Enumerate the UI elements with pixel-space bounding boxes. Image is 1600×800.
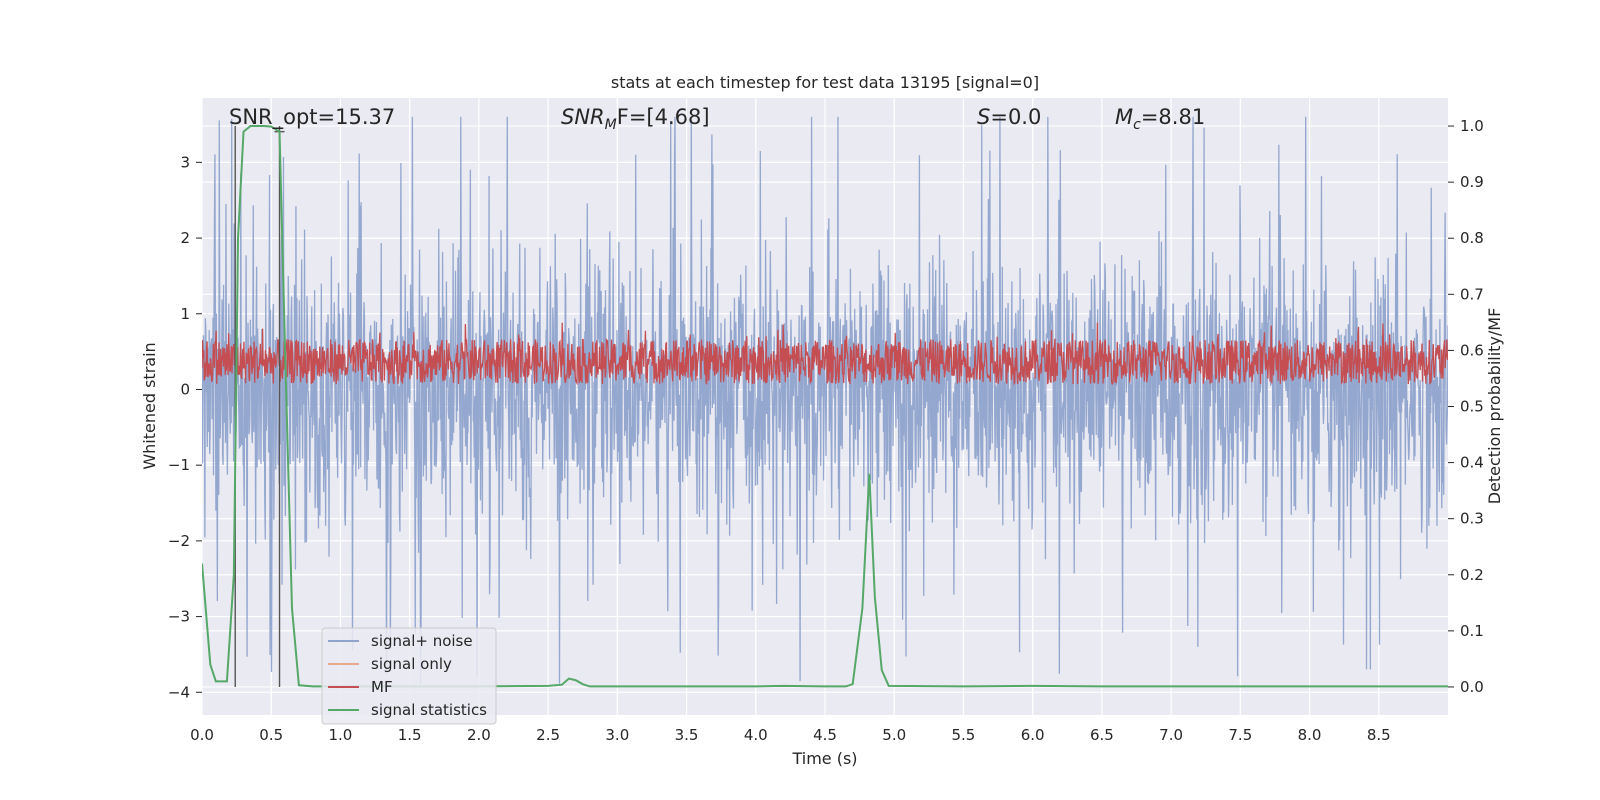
legend-label-signal-statistics: signal statistics (371, 701, 487, 719)
y-tick-label-right: 0.5 (1460, 398, 1484, 416)
x-tick-label: 2.0 (467, 726, 491, 744)
series-mf-line (202, 322, 1448, 386)
legend: signal+ noise signal only MF signal stat… (321, 627, 497, 725)
y-tick-label-right: 0.7 (1460, 285, 1484, 303)
annotation-snr-mf: SNRMF=[4.68] (561, 105, 710, 133)
series-signal-statistics-line (202, 125, 1448, 688)
annotation-snr-mf-rest: F=[4.68] (617, 105, 710, 129)
y-tick-label-left: −4 (168, 683, 190, 701)
series-signal-noise-line (202, 116, 1448, 685)
x-tick-label: 0.5 (259, 726, 283, 744)
x-tick-label: 0.0 (190, 726, 214, 744)
x-tick-label: 4.0 (744, 726, 768, 744)
legend-label-signal-only: signal only (371, 655, 452, 673)
y-tick-label-left: 0 (180, 380, 190, 398)
x-tick-label: 1.0 (329, 726, 353, 744)
legend-label-signal-noise: signal+ noise (371, 632, 473, 650)
tick-labels: 0.0 0.5 1.0 1.5 2.0 2.5 3.0 3.5 4.0 4.5 5.0 5.5 6.0 6… (168, 117, 1484, 744)
x-tick-label: 5.5 (952, 726, 976, 744)
y-tick-label-left: −1 (168, 456, 190, 474)
annotation-s-value: =0.0 (990, 105, 1041, 129)
x-tick-label: 7.0 (1159, 726, 1183, 744)
annotation-mc: Mc=8.81 (1115, 105, 1205, 133)
annotation-snr-opt: SNR_opt=15.37 (229, 105, 395, 130)
y-axis-label-left: Whitened strain (140, 342, 159, 469)
y-tick-label-right: 0.9 (1460, 173, 1484, 191)
y-axis-label-right: Detection probability/MF (1485, 308, 1504, 505)
y-tick-label-left: 2 (180, 229, 190, 247)
annotation-mc-sub: c (1133, 117, 1141, 133)
x-tick-label: 6.0 (1021, 726, 1045, 744)
legend-label-mf: MF (371, 678, 393, 696)
data-layer (202, 116, 1448, 688)
annotation-snr-mf-label: SNR (561, 105, 605, 129)
y-tick-label-right: 0.4 (1460, 454, 1484, 472)
x-tick-label: 3.0 (605, 726, 629, 744)
x-tick-label: 8.0 (1298, 726, 1322, 744)
y-tick-label-left: −3 (168, 608, 190, 626)
annotation-snr-mf-sub: M (605, 117, 617, 133)
y-tick-label-right: 0.1 (1460, 622, 1484, 640)
y-tick-label-left: −2 (168, 532, 190, 550)
annotations: SNR_opt=15.37 SNRMF=[4.68] S=0.0 Mc=8.81 (229, 105, 1205, 133)
x-axis-label: Time (s) (791, 749, 857, 768)
x-tick-label: 8.5 (1367, 726, 1391, 744)
annotation-s-label: S (977, 105, 990, 129)
x-tick-label: 2.5 (536, 726, 560, 744)
y-tick-label-left: 3 (180, 153, 190, 171)
x-tick-label: 6.5 (1090, 726, 1114, 744)
y-tick-label-left: 1 (180, 305, 190, 323)
y-tick-label-right: 0.3 (1460, 510, 1484, 528)
annotation-s: S=0.0 (977, 105, 1041, 129)
chart-title: stats at each timestep for test data 131… (611, 73, 1039, 92)
x-tick-label: 4.5 (813, 726, 837, 744)
annotation-mc-label: M (1115, 105, 1133, 129)
y-tick-label-right: 1.0 (1460, 117, 1484, 135)
annotation-mc-value: =8.81 (1141, 105, 1205, 129)
y-tick-label-right: 0.6 (1460, 341, 1484, 359)
y-tick-label-right: 0.2 (1460, 566, 1484, 584)
x-tick-label: 3.5 (675, 726, 699, 744)
x-tick-label: 5.0 (882, 726, 906, 744)
x-tick-label: 1.5 (398, 726, 422, 744)
x-tick-label: 7.5 (1228, 726, 1252, 744)
legend-box (321, 627, 497, 725)
y-tick-label-right: 0.0 (1460, 678, 1484, 696)
y-tick-label-right: 0.8 (1460, 229, 1484, 247)
